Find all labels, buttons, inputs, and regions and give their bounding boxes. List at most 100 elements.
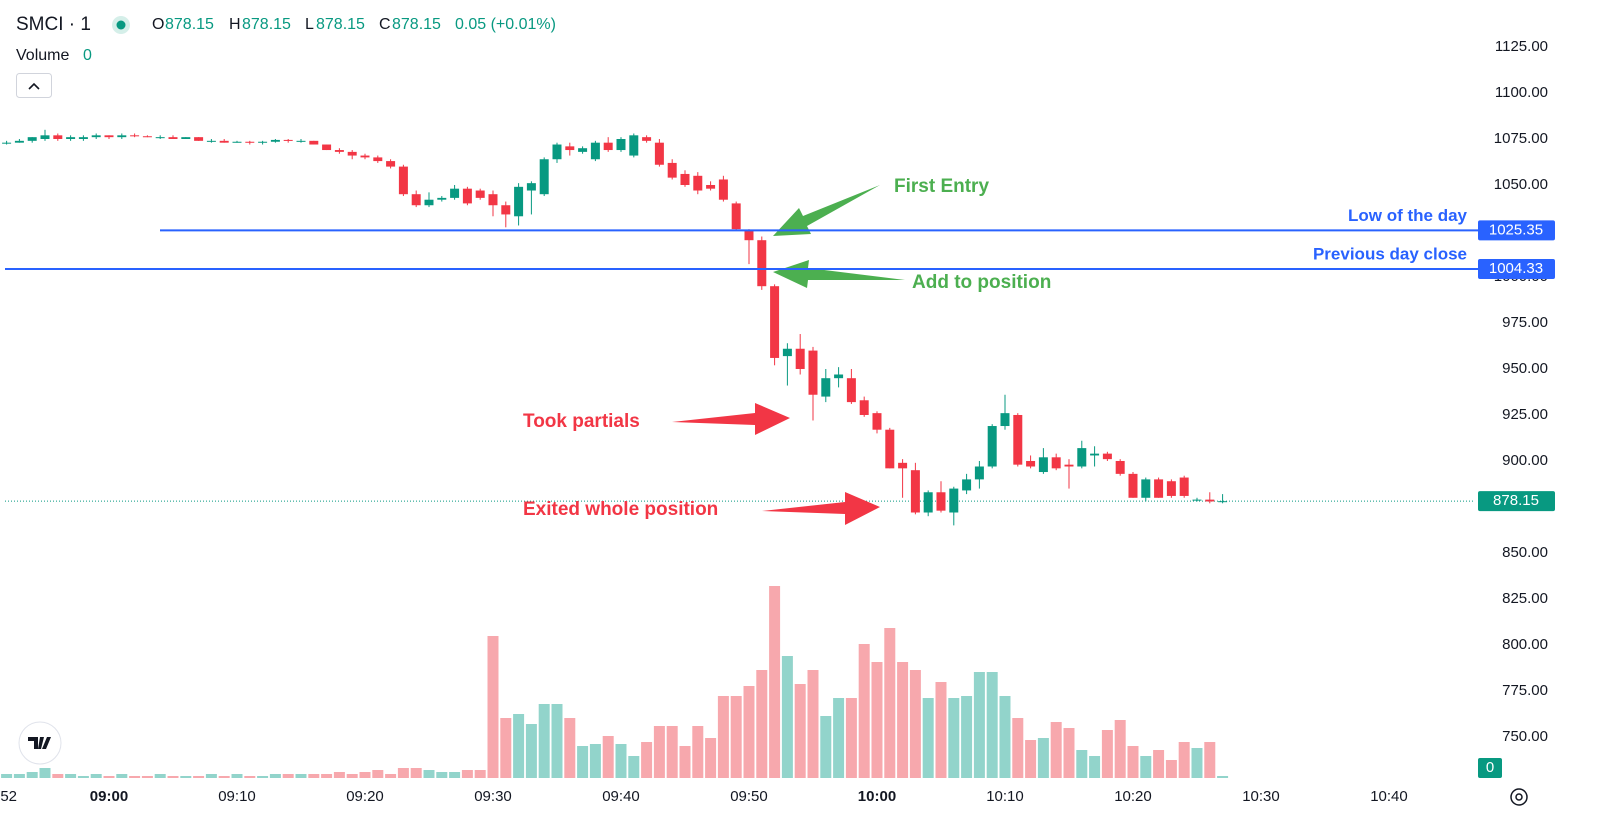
last-price-tag-label: 878.15 (1493, 492, 1539, 509)
volume-bar (218, 776, 230, 778)
candle-body (782, 348, 792, 357)
candle-body (322, 144, 332, 151)
volume-bar (794, 684, 806, 778)
candle-body (2, 142, 12, 144)
candle-body (206, 140, 216, 142)
candle-body (296, 140, 306, 142)
volume-bar (999, 696, 1011, 778)
candle-body (923, 492, 933, 513)
change: 0.05 (+0.01%) (455, 16, 556, 33)
x-tick-label: 10:10 (986, 788, 1024, 805)
volume-bar (705, 738, 717, 778)
volume-bar (909, 670, 921, 778)
y-tick-label: 800.00 (1502, 636, 1548, 653)
y-tick-label: 750.00 (1502, 728, 1548, 745)
logo[interactable] (18, 721, 62, 765)
volume-bar (333, 772, 345, 778)
volume-bar (820, 716, 832, 778)
y-tick-label: 975.00 (1502, 314, 1548, 331)
y-tick-label: 825.00 (1502, 590, 1548, 607)
candle-body (1141, 479, 1151, 498)
candle-body (347, 151, 357, 156)
candle-body (1205, 499, 1215, 502)
candle-body (795, 348, 805, 369)
candle-body (757, 240, 767, 287)
volume-bar (154, 774, 166, 778)
x-tick-label: 09:40 (602, 788, 640, 805)
y-tick-label: 900.00 (1502, 452, 1548, 469)
button-frame[interactable] (16, 73, 52, 98)
x-tick-label: 09:10 (218, 788, 256, 805)
symbol: SMCI · 1 (16, 14, 91, 35)
candle-body (706, 184, 716, 189)
candle-body (1102, 453, 1112, 460)
candle-body (155, 137, 165, 139)
x-tick-label: 10:00 (858, 788, 896, 805)
ohlc-label: L (305, 16, 314, 33)
candle-body (565, 146, 575, 151)
volume-bar (359, 772, 371, 778)
candle-body (654, 142, 664, 165)
arrow (773, 260, 905, 288)
gear-center[interactable] (1515, 793, 1523, 801)
volume-bar (193, 776, 205, 778)
volume-bar (26, 772, 38, 778)
annotation: Exited whole position (523, 499, 718, 520)
volume-bar (180, 776, 192, 778)
candle-body (834, 374, 844, 379)
volume-bar (282, 774, 294, 778)
chevron-icon[interactable] (28, 82, 40, 90)
annotation: Took partials (523, 411, 640, 432)
price-tag (1478, 220, 1555, 241)
volume-bar (116, 774, 128, 778)
volume-bar (615, 744, 627, 778)
volume-bar (397, 768, 409, 778)
x-tick-label: 09:20 (346, 788, 384, 805)
annotation: First Entry (894, 176, 989, 197)
volume-bar (1050, 722, 1062, 778)
candle-body (53, 135, 63, 140)
ohlc-value: 878.15 (316, 16, 365, 33)
y-tick-label: 925.00 (1502, 406, 1548, 423)
volume-bar (1178, 742, 1190, 778)
candle-body (578, 148, 588, 152)
volume-bar (922, 698, 934, 778)
volume-bar (474, 770, 486, 778)
price-line-label: Previous day close (1313, 245, 1467, 264)
volume-bar (513, 714, 525, 778)
volume-bar (833, 698, 845, 778)
candle-body (398, 166, 408, 195)
volume-bar (500, 718, 512, 778)
candle-body (219, 140, 229, 143)
candle-body (270, 139, 280, 142)
logo-mark[interactable] (28, 737, 51, 749)
volume-bar (231, 774, 243, 778)
volume-bar (269, 774, 281, 778)
volume-bar (845, 698, 857, 778)
gear-icon[interactable] (1510, 788, 1528, 806)
candle-body (1128, 473, 1138, 498)
y-tick-label: 775.00 (1502, 682, 1548, 699)
ohlc-value: 878.15 (165, 16, 214, 33)
candle-body (501, 205, 511, 215)
candle-body (718, 179, 728, 200)
candle-body (1090, 453, 1100, 456)
candle-body (130, 135, 140, 137)
volume-bar (577, 746, 589, 778)
collapse-button[interactable] (16, 73, 52, 98)
candle-body (603, 142, 613, 151)
candle-body (526, 183, 536, 191)
candle-body (27, 137, 37, 141)
volume-bar (1153, 750, 1165, 778)
y-tick-label: 1050.00 (1494, 176, 1548, 193)
volume-bar (1076, 750, 1088, 778)
volume-bar (564, 718, 576, 778)
volume-bar (1063, 728, 1075, 778)
volume-bar (244, 776, 256, 778)
volume-tag (1478, 758, 1502, 778)
volume-bar (679, 746, 691, 778)
candle-body (78, 137, 88, 140)
candle-body (974, 466, 984, 480)
settings-button[interactable] (1510, 788, 1528, 806)
